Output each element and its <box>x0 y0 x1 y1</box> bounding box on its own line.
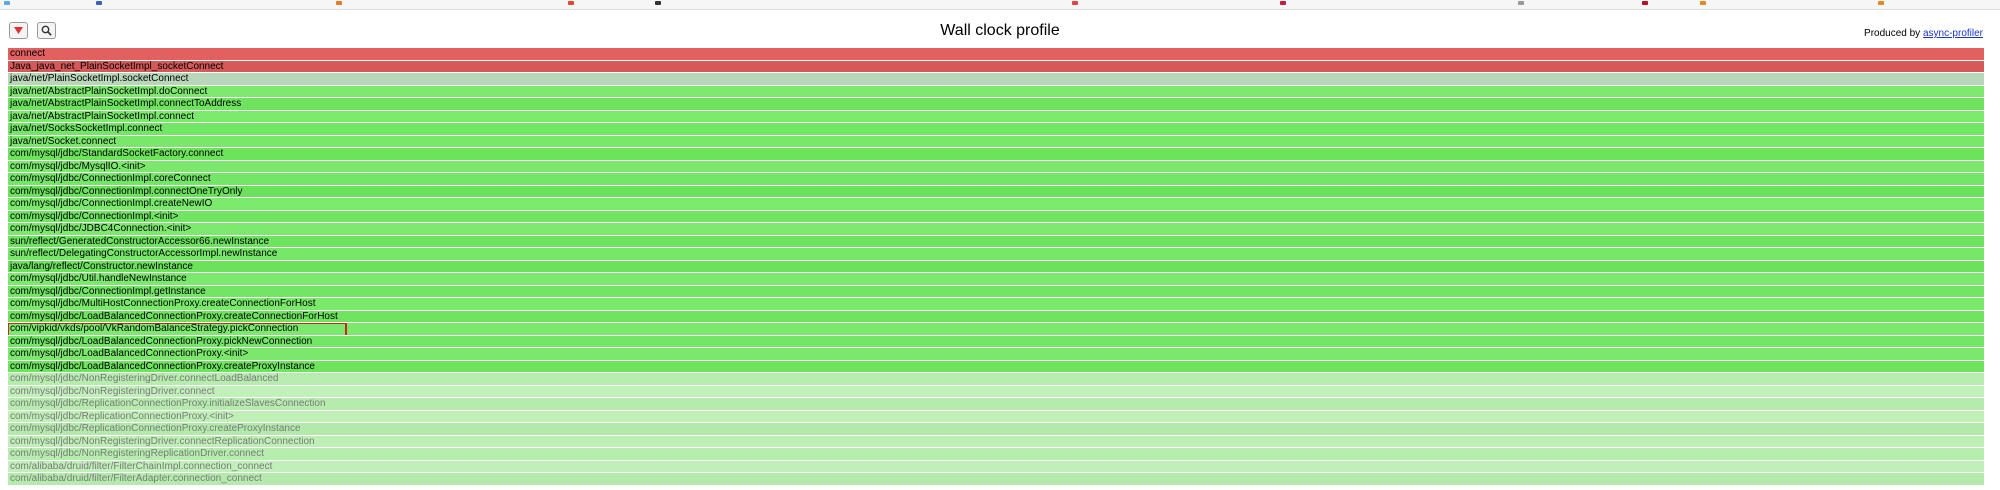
flame-frame[interactable]: com/mysql/jdbc/Util.handleNewInstance <box>8 273 1984 285</box>
flame-frame[interactable]: com/mysql/jdbc/LoadBalancedConnectionPro… <box>8 310 1984 322</box>
flame-frame[interactable]: com/mysql/jdbc/LoadBalancedConnectionPro… <box>8 348 1984 360</box>
flame-frame[interactable]: com/mysql/jdbc/ReplicationConnectionProx… <box>8 410 1984 422</box>
flame-frame[interactable]: com/mysql/jdbc/ConnectionImpl.createNewI… <box>8 198 1984 210</box>
flame-frame[interactable]: java/net/AbstractPlainSocketImpl.connect… <box>8 98 1984 110</box>
flame-frame[interactable]: com/mysql/jdbc/MultiHostConnectionProxy.… <box>8 298 1984 310</box>
produced-by: Produced by async-profiler <box>1864 28 1983 39</box>
flame-frame[interactable]: com/mysql/jdbc/LoadBalancedConnectionPro… <box>8 360 1984 372</box>
flame-frame[interactable]: Java_java_net_PlainSocketImpl_socketConn… <box>8 60 1984 72</box>
flame-frame[interactable]: com/mysql/jdbc/LoadBalancedConnectionPro… <box>8 335 1984 347</box>
magnifier-icon <box>41 25 52 36</box>
bookmark-favicon-icon[interactable] <box>1700 1 1706 5</box>
selected-frame[interactable]: com/vipkid/vkds/pool/VkRandomBalanceStra… <box>8 323 1984 335</box>
bookmark-favicon-icon[interactable] <box>1280 1 1286 5</box>
page-title: Wall clock profile <box>940 22 1060 39</box>
flame-frame[interactable]: com/alibaba/druid/filter/FilterAdapter.c… <box>8 473 1984 485</box>
flame-frame[interactable]: java/net/AbstractPlainSocketImpl.doConne… <box>8 85 1984 97</box>
reverse-toggle-button[interactable] <box>9 22 28 39</box>
flame-frame[interactable]: com/mysql/jdbc/NonRegisteringDriver.conn… <box>8 435 1984 447</box>
flame-frame[interactable]: connect <box>8 48 1984 60</box>
async-profiler-link[interactable]: async-profiler <box>1922 28 1983 39</box>
flame-frame[interactable]: com/mysql/jdbc/NonRegisteringReplication… <box>8 448 1984 460</box>
bookmark-favicon-icon[interactable] <box>1518 1 1524 5</box>
flame-frame[interactable]: com/mysql/jdbc/ConnectionImpl.coreConnec… <box>8 173 1984 185</box>
flame-frame[interactable]: com/mysql/jdbc/ConnectionImpl.<init> <box>8 210 1984 222</box>
flame-frame[interactable]: com/mysql/jdbc/ReplicationConnectionProx… <box>8 423 1984 435</box>
bookmark-favicon-icon[interactable] <box>655 1 661 5</box>
flame-frame[interactable]: com/mysql/jdbc/JDBC4Connection.<init> <box>8 223 1984 235</box>
bookmark-favicon-icon[interactable] <box>96 1 102 5</box>
flame-frame[interactable]: com/mysql/jdbc/MysqlIO.<init> <box>8 160 1984 172</box>
flame-frame[interactable]: com/mysql/jdbc/StandardSocketFactory.con… <box>8 148 1984 160</box>
bookmark-favicon-icon[interactable] <box>336 1 342 5</box>
flame-frame[interactable]: java/net/SocksSocketImpl.connect <box>8 123 1984 135</box>
bookmark-favicon-icon[interactable] <box>1642 1 1648 5</box>
triangle-down-icon <box>14 27 23 34</box>
bookmarks-strip <box>0 0 2000 10</box>
flame-frame[interactable]: com/mysql/jdbc/ConnectionImpl.connectOne… <box>8 185 1984 197</box>
flame-frame[interactable]: com/mysql/jdbc/NonRegisteringDriver.conn… <box>8 385 1984 397</box>
flame-frame[interactable]: com/mysql/jdbc/ReplicationConnectionProx… <box>8 398 1984 410</box>
flame-frame[interactable]: java/net/PlainSocketImpl.socketConnect <box>8 73 1984 85</box>
flame-frame[interactable]: java/net/AbstractPlainSocketImpl.connect <box>8 110 1984 122</box>
flame-frame[interactable]: sun/reflect/DelegatingConstructorAccesso… <box>8 248 1984 260</box>
bookmark-favicon-icon[interactable] <box>1878 1 1884 5</box>
produced-by-prefix: Produced by <box>1864 28 1923 39</box>
bookmark-favicon-icon[interactable] <box>568 1 574 5</box>
flame-frame[interactable]: com/alibaba/druid/filter/FilterChainImpl… <box>8 460 1984 472</box>
flame-graph: connect Java_java_net_PlainSocketImpl_soc… <box>8 48 1984 486</box>
search-button[interactable] <box>37 22 56 39</box>
bookmark-favicon-icon[interactable] <box>4 1 10 5</box>
bookmark-favicon-icon[interactable] <box>1072 1 1078 5</box>
flame-frame[interactable]: java/net/Socket.connect <box>8 135 1984 147</box>
flame-frame[interactable]: com/mysql/jdbc/NonRegisteringDriver.conn… <box>8 373 1984 385</box>
flame-frame[interactable]: java/lang/reflect/Constructor.newInstanc… <box>8 260 1984 272</box>
flame-frame[interactable]: com/mysql/jdbc/ConnectionImpl.getInstanc… <box>8 285 1984 297</box>
flame-frame[interactable]: sun/reflect/GeneratedConstructorAccessor… <box>8 235 1984 247</box>
